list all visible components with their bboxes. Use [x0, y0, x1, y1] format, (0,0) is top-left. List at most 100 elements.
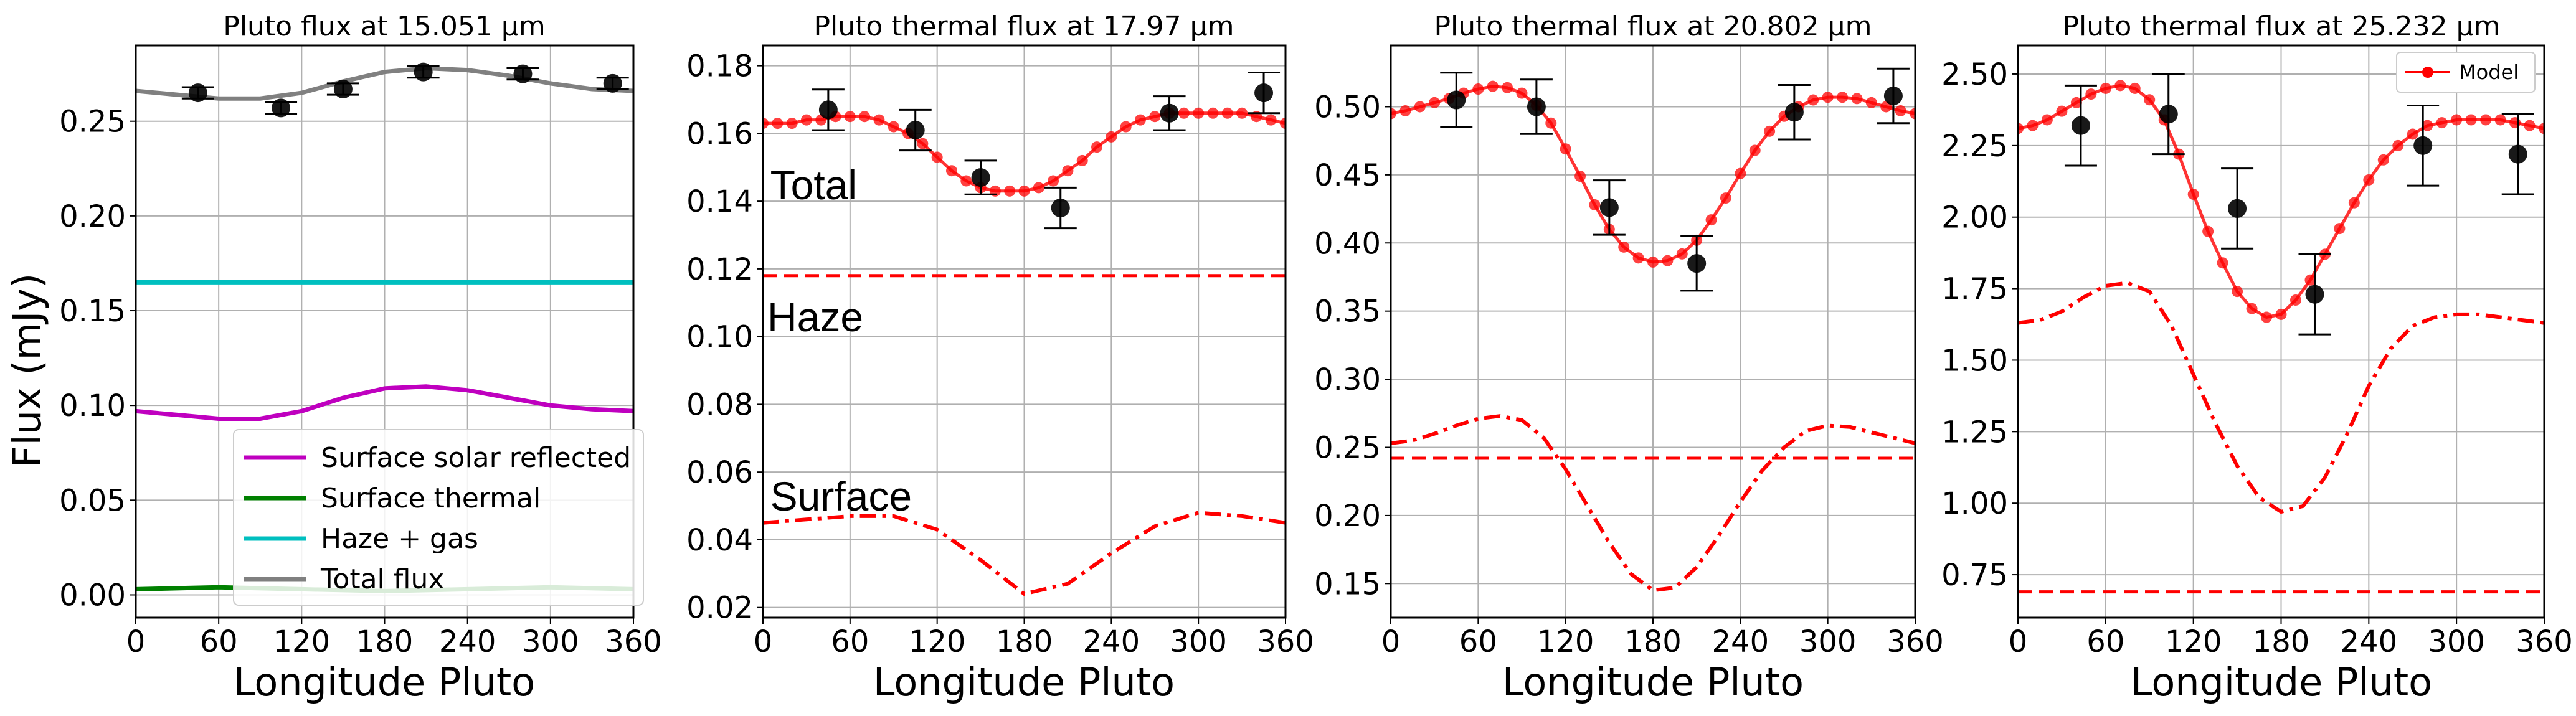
x-tick-label: 60: [831, 624, 869, 659]
model-point: [1662, 255, 1674, 266]
model-point: [1632, 252, 1644, 264]
model-point: [2334, 223, 2346, 235]
model-point: [1851, 93, 1863, 105]
observation-point: [818, 100, 838, 120]
model-point: [888, 121, 899, 133]
panel-2-title: Pluto thermal flux at 17.97 μm: [814, 11, 1234, 42]
shared-y-axis-label: Flux (mJy): [4, 273, 50, 468]
model-point: [1647, 256, 1659, 268]
y-tick-label: 0.18: [686, 49, 753, 84]
model-point: [1705, 214, 1717, 226]
model-point: [1149, 111, 1161, 123]
observation-point: [1254, 83, 1274, 103]
observation-point: [1687, 254, 1707, 273]
y-tick-label: 0.08: [686, 387, 753, 422]
model-point: [2085, 88, 2097, 100]
observation-point: [1051, 199, 1070, 218]
observation-point: [1160, 103, 1179, 123]
x-tick-label: 60: [2086, 624, 2124, 659]
x-tick-label: 240: [1083, 624, 1140, 659]
model-point: [1091, 141, 1103, 153]
x-tick-label: 360: [1887, 624, 1944, 659]
model-point: [1807, 94, 1819, 106]
x-tick-label: 60: [200, 624, 238, 659]
panel-4-x-axis-label: Longitude Pluto: [2131, 659, 2432, 705]
x-tick-label: 360: [1257, 624, 1314, 659]
observation-point: [1599, 198, 1619, 217]
observation-point: [603, 73, 622, 93]
model-point: [1895, 105, 1906, 117]
model-point: [1399, 105, 1411, 117]
model-point: [1472, 83, 1484, 95]
panel-1-plot: 0 60 120 180 240 300 360 0.00 0.05 0.10 0.15 0.20 0.…: [59, 44, 662, 659]
y-tick-label: 0.06: [686, 455, 753, 490]
model-point: [786, 118, 798, 130]
y-tick-label: 0.15: [1314, 567, 1381, 601]
model-point: [2509, 117, 2521, 129]
model-point: [2539, 123, 2544, 134]
series-line-total-flux: [136, 65, 633, 101]
x-tick-label: 240: [439, 624, 496, 659]
model-point: [2377, 154, 2389, 166]
y-tick-label: 0.10: [59, 389, 126, 423]
legend-label-model: Model: [2459, 60, 2519, 84]
model-point: [2114, 80, 2126, 92]
model-point: [1120, 121, 1132, 133]
model-point: [1516, 87, 1528, 99]
model-point: [1837, 92, 1849, 103]
model-point: [2363, 174, 2375, 186]
legend-marker-model: [2422, 67, 2433, 78]
x-tick-label: 60: [1459, 624, 1497, 659]
model-point: [844, 111, 856, 123]
model-point: [2392, 139, 2404, 151]
x-tick-label: 300: [522, 624, 579, 659]
panel-4-plot: 0 60 120 180 240 300 360 0.75 1.00 1.25 1.50 1.75 2.…: [1941, 44, 2573, 659]
y-tick-label: 0.35: [1314, 294, 1381, 329]
model-point: [2217, 257, 2228, 269]
model-point: [1106, 131, 1117, 143]
panel-4: Pluto thermal flux at 25.232 μm Longitud…: [1941, 11, 2573, 705]
model-point: [931, 151, 943, 163]
observation-point: [906, 120, 925, 139]
x-tick-label: 120: [1537, 624, 1594, 659]
observation-point: [2508, 144, 2527, 164]
panel-1: Pluto flux at 15.051 μm Longitude Pluto …: [59, 11, 662, 705]
y-tick-label: 2.00: [1941, 200, 2008, 235]
y-tick-label: 0.20: [1314, 499, 1381, 534]
x-tick-label: 360: [2516, 624, 2573, 659]
model-point: [1720, 192, 1731, 204]
model-point: [1221, 107, 1233, 119]
model-point: [2465, 114, 2477, 126]
model-point: [2056, 105, 2068, 117]
observation-point: [513, 64, 533, 83]
model-point: [2494, 114, 2506, 126]
plot-frame: [762, 44, 1287, 619]
x-tick-label: 240: [1712, 624, 1769, 659]
y-tick-label: 0.50: [1314, 90, 1381, 125]
plot-frame: [2017, 44, 2545, 619]
legend-label-surface-solar: Surface solar reflected: [321, 442, 631, 474]
model-point: [772, 118, 784, 130]
y-tick-label: 1.25: [1941, 415, 2008, 450]
y-tick-label: 2.50: [1941, 57, 2008, 92]
model-point: [1391, 108, 1396, 120]
model-point: [1048, 175, 1059, 187]
panel-3-plot: 0 60 120 180 240 300 360 0.15 0.20 0.25 0.30 0.35 0.…: [1314, 44, 1944, 659]
model-point: [1487, 80, 1499, 92]
y-tick-label: 0.40: [1314, 226, 1381, 261]
annotation-surface: Surface: [770, 473, 912, 519]
panel-2: Pluto thermal flux at 17.97 μm Longitude…: [686, 11, 1314, 705]
model-point: [2232, 286, 2243, 298]
observation-point: [272, 98, 291, 118]
model-point: [2018, 123, 2024, 134]
model-point: [1134, 114, 1146, 126]
model-point: [2202, 225, 2214, 237]
model-point: [800, 114, 812, 126]
legend-box: [2396, 52, 2536, 93]
model-point: [1033, 182, 1044, 194]
observation-point: [1784, 103, 1804, 122]
y-tick-label: 0.14: [686, 184, 753, 219]
x-tick-label: 120: [2165, 624, 2222, 659]
model-point: [1062, 165, 1074, 177]
model-point: [2070, 97, 2082, 108]
